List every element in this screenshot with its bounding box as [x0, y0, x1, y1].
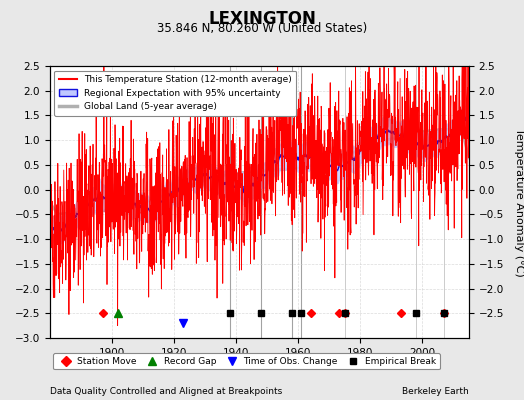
Y-axis label: Temperature Anomaly (°C): Temperature Anomaly (°C): [514, 128, 523, 276]
Text: 35.846 N, 80.260 W (United States): 35.846 N, 80.260 W (United States): [157, 22, 367, 35]
Text: LEXINGTON: LEXINGTON: [208, 10, 316, 28]
Legend: This Temperature Station (12-month average), Regional Expectation with 95% uncer: This Temperature Station (12-month avera…: [54, 70, 297, 116]
Text: Data Quality Controlled and Aligned at Breakpoints: Data Quality Controlled and Aligned at B…: [50, 387, 282, 396]
Legend: Station Move, Record Gap, Time of Obs. Change, Empirical Break: Station Move, Record Gap, Time of Obs. C…: [53, 353, 440, 370]
Text: Berkeley Earth: Berkeley Earth: [402, 387, 469, 396]
